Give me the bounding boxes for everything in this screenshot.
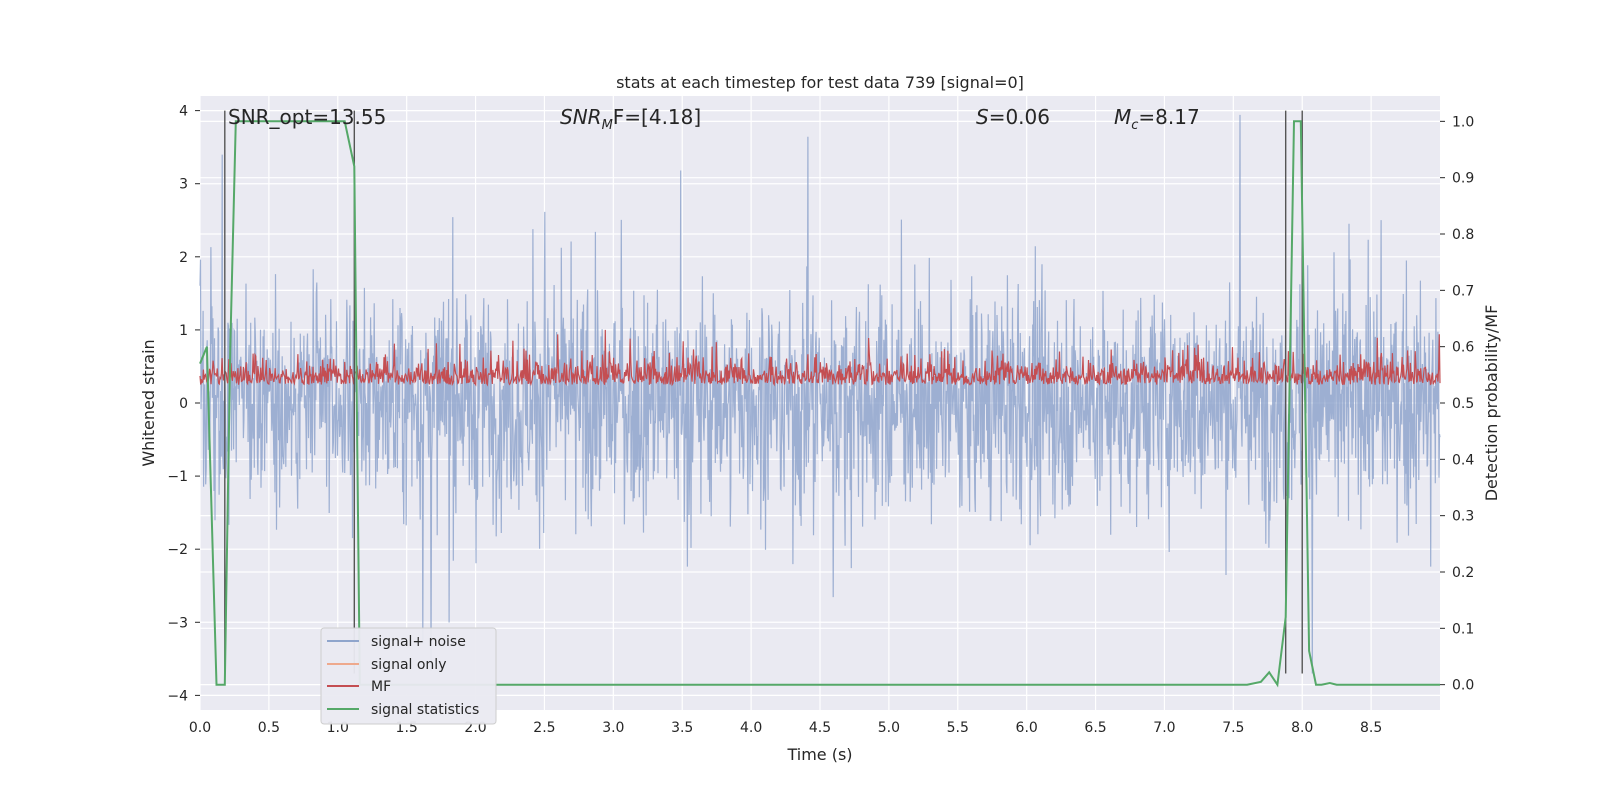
annotation-snr-mf: SNRMF=[4.18]	[560, 105, 701, 133]
y-tick-label-left: 4	[179, 104, 188, 120]
x-tick-label: 8.5	[1360, 720, 1382, 736]
x-tick-label: 4.5	[809, 720, 831, 736]
x-tick-label: 3.5	[671, 720, 693, 736]
y-tick-label-left: 0	[179, 396, 188, 412]
x-tick-label: 5.0	[878, 720, 900, 736]
annotation-snr-mf-sub: M	[602, 118, 613, 133]
x-tick-label: 6.5	[1084, 720, 1106, 736]
y-tick-label-right: 1.0	[1452, 114, 1474, 130]
line-mf	[199, 329, 1441, 387]
legend: signal+ noise signal only MF signal stat…	[320, 627, 497, 725]
annotation-snr-mf-tail: F=[4.18]	[613, 105, 701, 129]
y-tick-label-left: −3	[167, 615, 188, 631]
x-tick-label: 2.5	[533, 720, 555, 736]
annotation-s-label: S	[976, 105, 989, 129]
annotation-mc-label: M	[1114, 105, 1131, 129]
y-axis-right-ticks: 1.0 0.9 0.8 0.7 0.6 0.5 0.4 0.3 0.2 0.1 0.0	[1440, 114, 1474, 694]
y-tick-label-right: 0.2	[1452, 565, 1474, 581]
y-tick-label-right: 0.8	[1452, 227, 1474, 243]
y-tick-label-right: 0.6	[1452, 340, 1474, 356]
y-tick-label-left: 2	[179, 250, 188, 266]
y-tick-label-right: 0.4	[1452, 452, 1474, 468]
legend-label-signal-noise: signal+ noise	[371, 634, 466, 650]
x-axis-label: Time (s)	[786, 745, 852, 764]
series-signal-noise	[199, 114, 1441, 674]
y-tick-label-right: 0.7	[1452, 283, 1474, 299]
series-mf	[199, 329, 1441, 387]
x-tick-label: 6.0	[1016, 720, 1038, 736]
y-tick-label-right: 0.3	[1452, 509, 1474, 525]
x-tick-label: 3.0	[602, 720, 624, 736]
x-tick-label: 0.5	[258, 720, 280, 736]
x-tick-label: 7.5	[1222, 720, 1244, 736]
y-tick-label-left: −4	[167, 688, 188, 704]
x-tick-label: 4.0	[740, 720, 762, 736]
y-axis-left-ticks: 4 3 2 1 0 −1 −2 −3 −4	[167, 104, 200, 704]
y-tick-label-left: 3	[179, 177, 188, 193]
series-signal-statistics	[199, 120, 1440, 688]
y-tick-label-right: 0.0	[1452, 678, 1474, 694]
legend-label-signal-only: signal only	[371, 657, 446, 673]
x-tick-label: 8.0	[1291, 720, 1313, 736]
line-signal-statistics	[199, 120, 1440, 688]
annotation-s: S=0.06	[976, 105, 1050, 129]
legend-box	[320, 627, 497, 725]
y-tick-label-left: −1	[167, 469, 188, 485]
legend-label-mf: MF	[371, 679, 391, 695]
x-tick-label: 0.0	[189, 720, 211, 736]
x-tick-label: 5.5	[947, 720, 969, 736]
annotation-s-value: =0.06	[989, 105, 1050, 129]
line-signal-noise	[199, 114, 1441, 674]
y-axis-left-label: Whitened strain	[139, 339, 158, 466]
y-tick-label-left: 1	[179, 323, 188, 339]
x-axis-ticks: 0.0 0.5 1.0 1.5 2.0 2.5 3.0 3.5 4.0 4.5 5.0 5.5 6.0 6…	[189, 720, 1382, 736]
y-tick-label-right: 0.5	[1452, 396, 1474, 412]
x-tick-label: 7.0	[1153, 720, 1175, 736]
y-axis-right-label: Detection probability/MF	[1482, 305, 1501, 502]
annotation-mc-sub: c	[1131, 118, 1138, 133]
y-tick-label-left: −2	[167, 542, 188, 558]
annotation-snr-opt: SNR_opt=13.55	[228, 105, 386, 129]
legend-label-signal-statistics: signal statistics	[371, 702, 479, 718]
annotation-mc-value: =8.17	[1138, 105, 1199, 129]
chart-title: stats at each timestep for test data 739…	[616, 73, 1024, 92]
y-tick-label-right: 0.9	[1452, 171, 1474, 187]
annotation-snr-mf-base: SNR	[560, 105, 602, 129]
annotation-mc: Mc=8.17	[1114, 105, 1200, 133]
y-tick-label-right: 0.1	[1452, 621, 1474, 637]
